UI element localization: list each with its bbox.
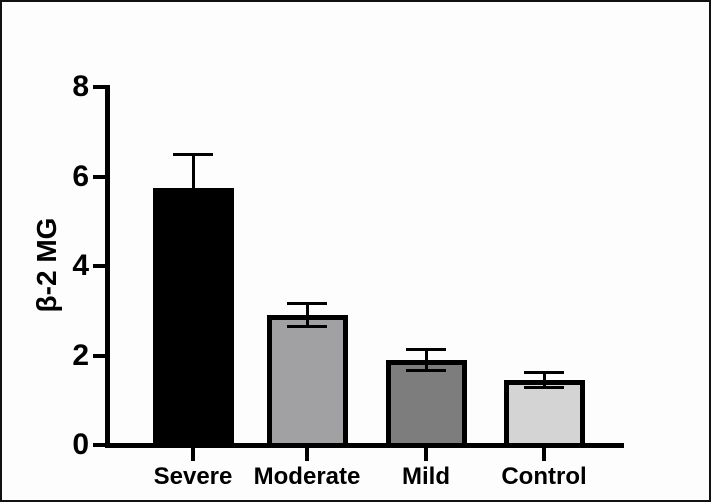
y-tick-mark	[93, 174, 105, 179]
bar-severe	[152, 187, 234, 448]
error-bar-cap	[406, 347, 446, 351]
error-bar-cap	[287, 302, 327, 306]
y-tick-label: 8	[72, 70, 89, 103]
y-tick-label: 0	[72, 428, 89, 461]
y-axis-line	[105, 85, 110, 448]
error-bar-line	[424, 349, 428, 371]
x-category-label-moderate: Moderate	[253, 463, 361, 490]
error-bar-cap	[287, 325, 327, 329]
x-tick-mark	[191, 448, 195, 461]
bar-moderate	[266, 315, 348, 448]
y-tick-label: 4	[72, 249, 89, 282]
y-tick-label: 6	[72, 159, 89, 193]
y-tick-mark	[93, 85, 105, 89]
x-tick-mark	[305, 448, 309, 461]
x-axis-line	[105, 443, 624, 448]
y-tick-mark	[93, 353, 105, 358]
error-bar-line	[542, 372, 546, 388]
error-bar-cap	[173, 219, 213, 223]
x-category-label-control: Control	[501, 463, 587, 490]
x-category-label-severe: Severe	[153, 463, 233, 490]
error-bar-cap	[524, 385, 564, 389]
error-bar-cap	[524, 371, 564, 375]
x-category-label-mild: Mild	[402, 463, 450, 490]
error-bar-line	[191, 154, 195, 222]
bar-mild	[385, 359, 467, 448]
error-bar-line	[305, 303, 309, 327]
y-tick-mark	[93, 443, 105, 447]
y-tick-label: 2	[72, 338, 89, 372]
bar-control	[503, 380, 585, 448]
error-bar-cap	[406, 369, 446, 373]
x-tick-mark	[542, 448, 546, 461]
error-bar-cap	[173, 152, 213, 156]
x-tick-mark	[424, 448, 428, 461]
y-tick-mark	[93, 264, 105, 268]
